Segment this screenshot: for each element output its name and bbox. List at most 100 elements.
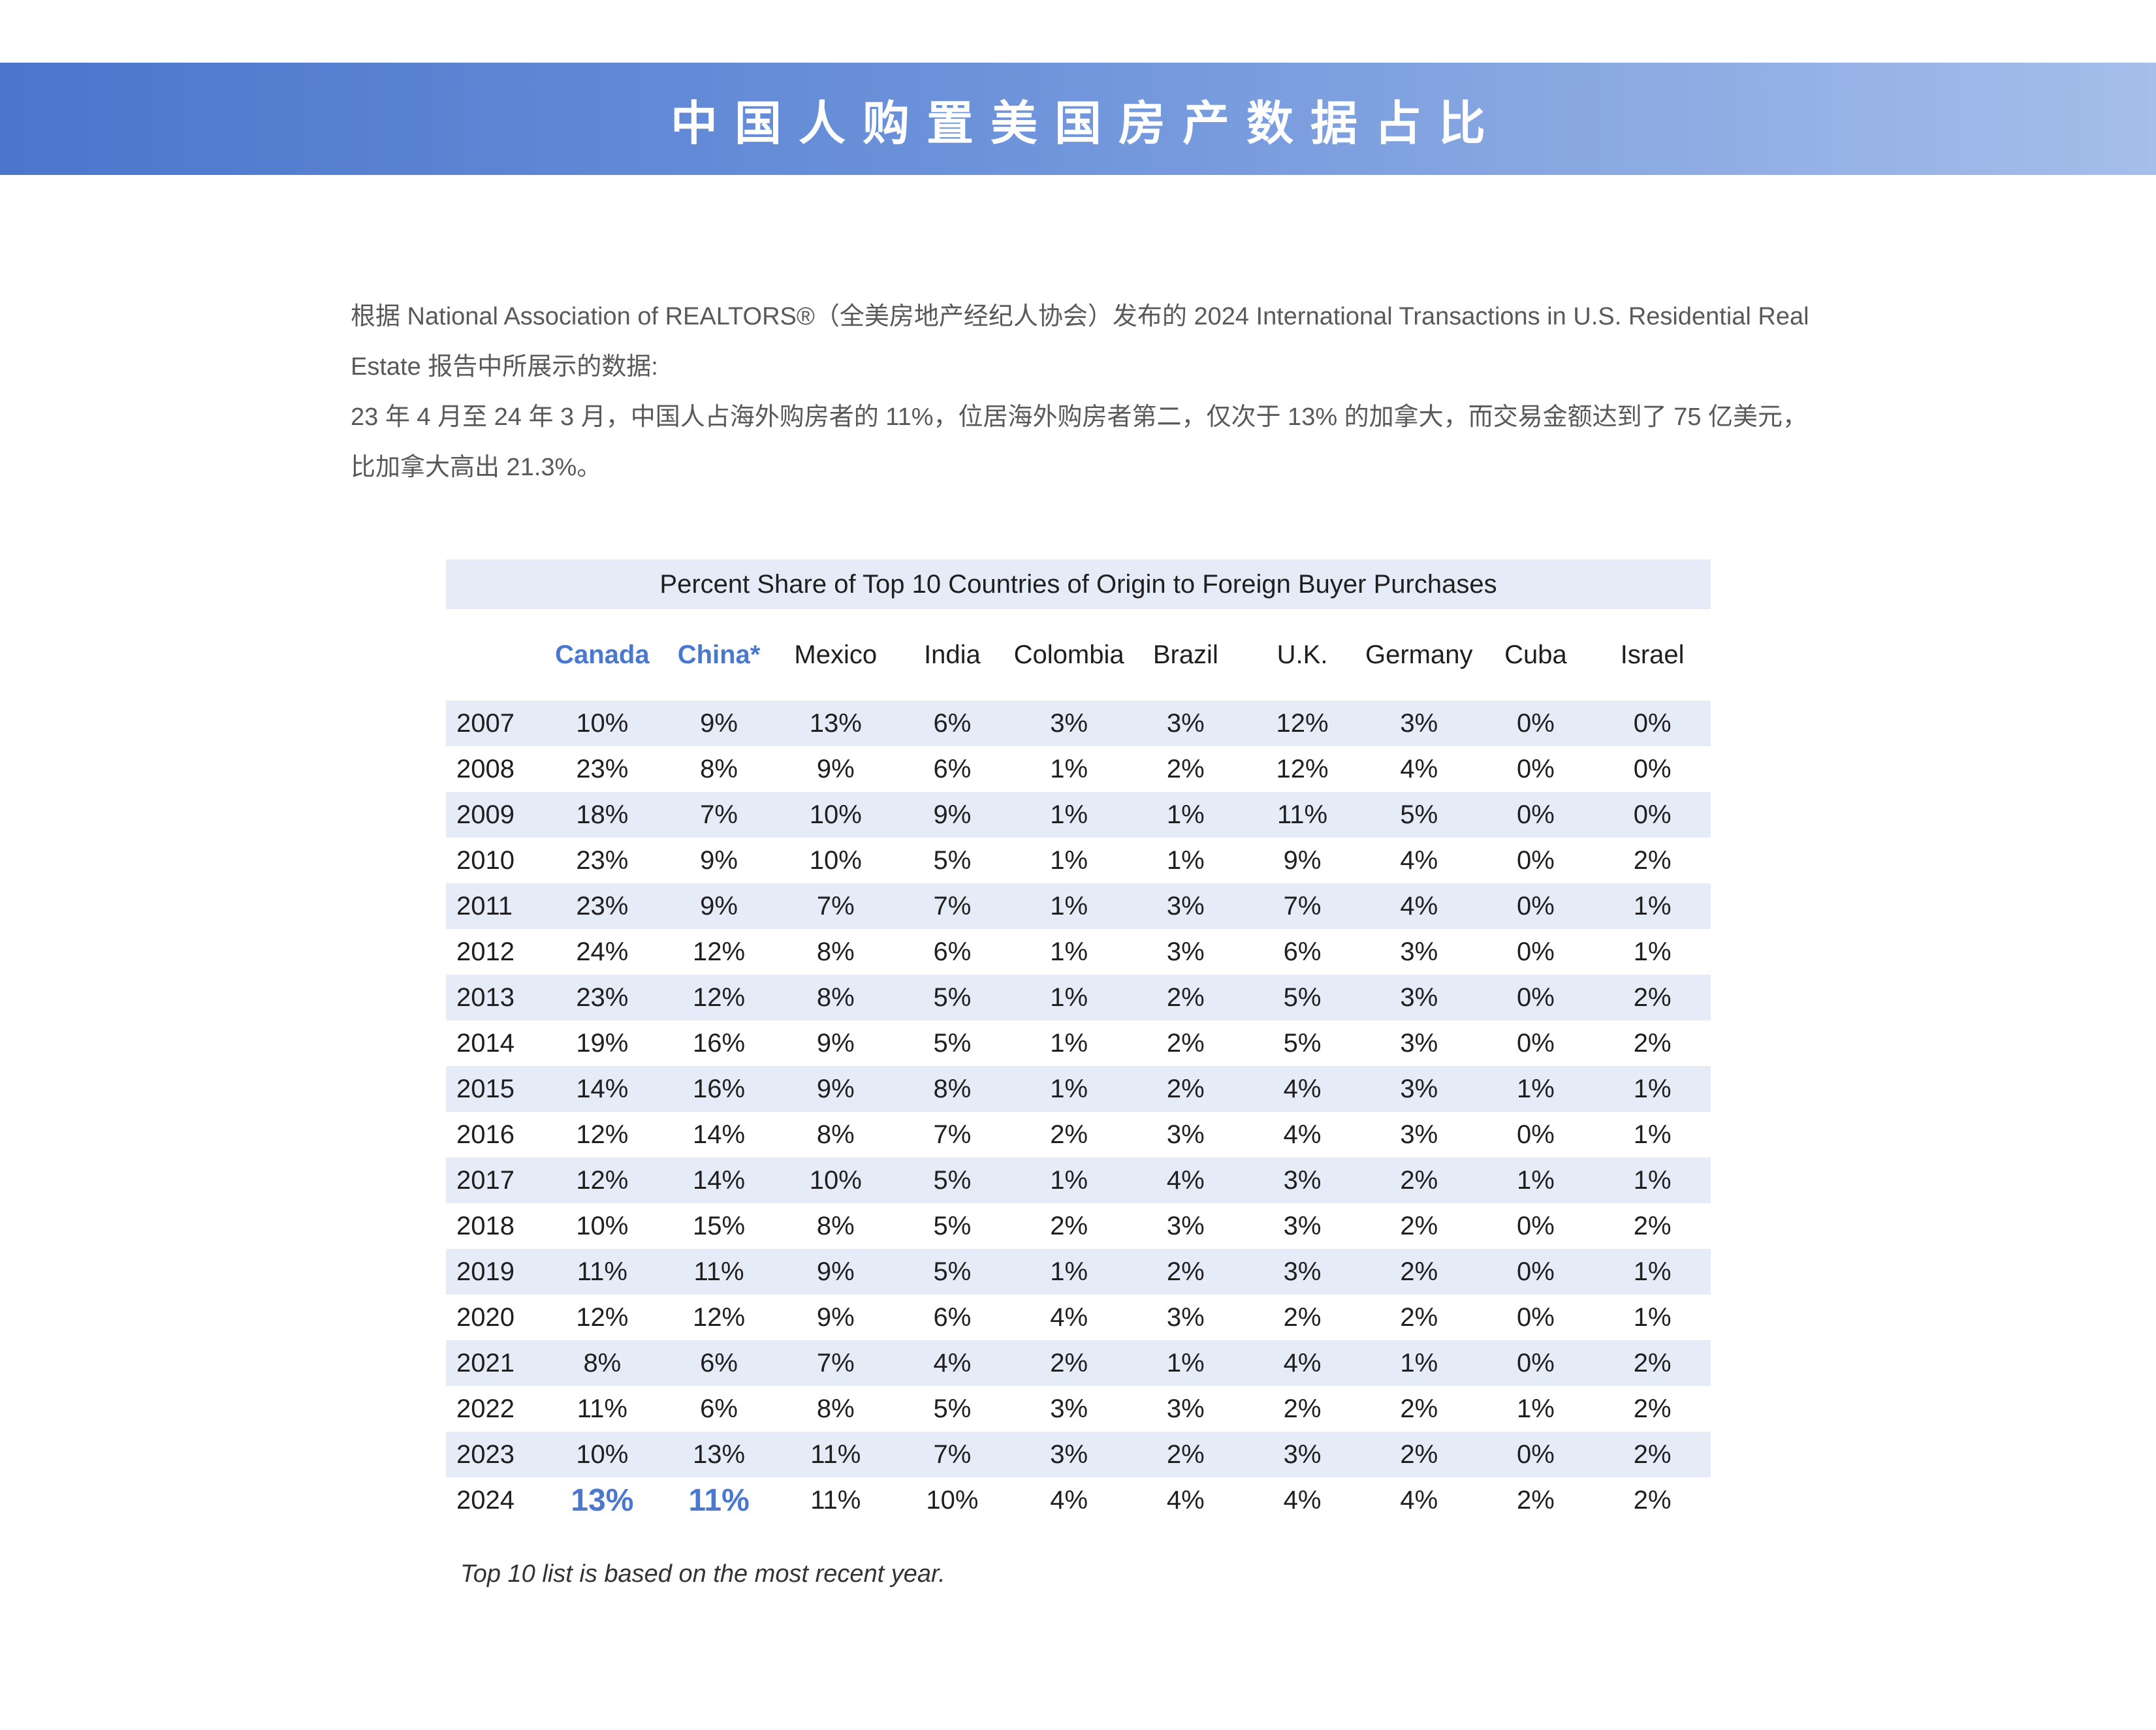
value-cell: 8% <box>816 1120 855 1149</box>
column-header-china: China* <box>677 640 761 669</box>
value-cell: 12% <box>693 1302 746 1332</box>
value-cell: 9% <box>700 708 738 738</box>
value-cell: 3% <box>1050 1439 1088 1469</box>
value-cell: 3% <box>1166 1120 1205 1149</box>
value-cell: 12% <box>1276 708 1329 738</box>
page-title: 中国人购置美国房产数据占比 <box>670 97 1502 150</box>
value-cell: 1% <box>1050 983 1088 1012</box>
value-cell: 8% <box>583 1348 622 1377</box>
value-cell: 1% <box>1050 1257 1088 1286</box>
value-cell: 9% <box>700 845 738 875</box>
value-cell: 2% <box>1283 1302 1322 1332</box>
value-cell: 1% <box>1633 937 1672 966</box>
value-cell: 3% <box>1166 1394 1205 1423</box>
value-cell: 3% <box>1283 1211 1322 1240</box>
value-cell: 11% <box>1276 800 1328 829</box>
value-cell: 10% <box>576 1439 629 1469</box>
year-cell: 2014 <box>456 1028 515 1058</box>
value-cell: 1% <box>1050 891 1088 920</box>
value-cell: 2% <box>1633 1394 1672 1423</box>
value-cell: 3% <box>1166 1302 1205 1332</box>
value-cell: 3% <box>1283 1165 1322 1195</box>
value-cell: 1% <box>1633 891 1672 920</box>
value-cell: 13% <box>809 708 862 738</box>
value-cell: 3% <box>1283 1439 1322 1469</box>
value-cell: 8% <box>933 1074 972 1103</box>
value-cell: 12% <box>1276 754 1329 783</box>
data-table: Percent Share of Top 10 Countries of Ori… <box>446 559 1711 1523</box>
column-header-brazil: Brazil <box>1152 640 1218 669</box>
value-cell: 11% <box>810 1485 861 1515</box>
column-header-india: India <box>924 640 981 669</box>
value-cell: 1% <box>1050 800 1088 829</box>
value-cell: 2% <box>1050 1211 1088 1240</box>
value-cell: 0% <box>1517 1257 1555 1286</box>
value-cell: 3% <box>1400 983 1438 1012</box>
value-cell: 4% <box>1400 754 1438 783</box>
value-cell: 4% <box>1400 845 1438 875</box>
value-cell: 3% <box>1050 708 1088 738</box>
value-cell: 1% <box>1517 1165 1555 1195</box>
value-cell: 0% <box>1517 708 1555 738</box>
value-cell: 12% <box>693 983 746 1012</box>
value-cell: 2% <box>1166 1257 1205 1286</box>
table-title: Percent Share of Top 10 Countries of Ori… <box>446 559 1711 609</box>
value-cell: 1% <box>1166 845 1205 875</box>
year-cell: 2015 <box>456 1074 515 1103</box>
value-cell: 9% <box>1283 845 1322 875</box>
value-cell: 12% <box>576 1165 629 1195</box>
value-cell: 0% <box>1517 1028 1555 1058</box>
value-cell: 5% <box>933 1394 972 1423</box>
value-cell: 2% <box>1166 1074 1205 1103</box>
value-cell: 2% <box>1400 1302 1438 1332</box>
value-cell: 0% <box>1633 800 1672 829</box>
table-row-2024: 2024 13% 11% 11% 10% 4% 4% 4% 4% 2% 2% <box>446 1477 1711 1523</box>
value-cell: 12% <box>576 1120 629 1149</box>
value-cell: 4% <box>1050 1485 1088 1515</box>
value-cell: 5% <box>1283 1028 1322 1058</box>
value-cell: 5% <box>933 1165 972 1195</box>
value-cell: 10% <box>809 1165 862 1195</box>
year-cell: 2018 <box>456 1211 515 1240</box>
table-row-2020: 2020 12% 12% 9% 6% 4% 3% 2% 2% 0% 1% <box>446 1295 1711 1340</box>
value-cell: 11% <box>577 1257 627 1286</box>
value-cell: 7% <box>1283 891 1322 920</box>
table-row-2015: 2015 14% 16% 9% 8% 1% 2% 4% 3% 1% 1% <box>446 1066 1711 1112</box>
column-header-colombia: Colombia <box>1013 640 1124 669</box>
value-cell: 4% <box>1283 1120 1322 1149</box>
value-cell: 7% <box>933 1439 972 1469</box>
table-row-2017: 2017 12% 14% 10% 5% 1% 4% 3% 2% 1% 1% <box>446 1157 1711 1203</box>
value-cell: 10% <box>576 1211 629 1240</box>
value-cell: 2% <box>1633 1211 1672 1240</box>
table-row-2010: 2010 23% 9% 10% 5% 1% 1% 9% 4% 0% 2% <box>446 838 1711 883</box>
value-cell: 1% <box>1633 1165 1672 1195</box>
value-cell: 2% <box>1400 1211 1438 1240</box>
value-cell: 23% <box>576 891 629 920</box>
value-cell: 9% <box>700 891 738 920</box>
value-cell: 4% <box>1050 1302 1088 1332</box>
year-cell: 2013 <box>456 983 515 1012</box>
value-cell: 1% <box>1050 1165 1088 1195</box>
year-cell: 2021 <box>456 1348 515 1377</box>
year-cell: 2011 <box>456 891 513 920</box>
year-cell: 2020 <box>456 1302 515 1332</box>
value-cell: 0% <box>1517 1211 1555 1240</box>
value-cell: 5% <box>933 1028 972 1058</box>
value-cell: 8% <box>816 983 855 1012</box>
value-cell: 2% <box>1633 1485 1672 1515</box>
year-cell: 2010 <box>456 845 515 875</box>
value-cell: 2% <box>1166 754 1205 783</box>
column-header-cuba: Cuba <box>1504 640 1567 669</box>
value-cell: 5% <box>933 983 972 1012</box>
value-cell: 2% <box>1166 1439 1205 1469</box>
value-cell: 14% <box>576 1074 629 1103</box>
value-cell: 7% <box>700 800 738 829</box>
value-cell: 5% <box>1400 800 1438 829</box>
table-row-2022: 2022 11% 6% 8% 5% 3% 3% 2% 2% 1% 2% <box>446 1386 1711 1432</box>
value-cell: 8% <box>700 754 738 783</box>
value-cell: 4% <box>933 1348 972 1377</box>
value-cell: 6% <box>933 1302 972 1332</box>
value-cell: 2% <box>1283 1394 1322 1423</box>
value-cell: 6% <box>933 754 972 783</box>
year-cell: 2009 <box>456 800 515 829</box>
